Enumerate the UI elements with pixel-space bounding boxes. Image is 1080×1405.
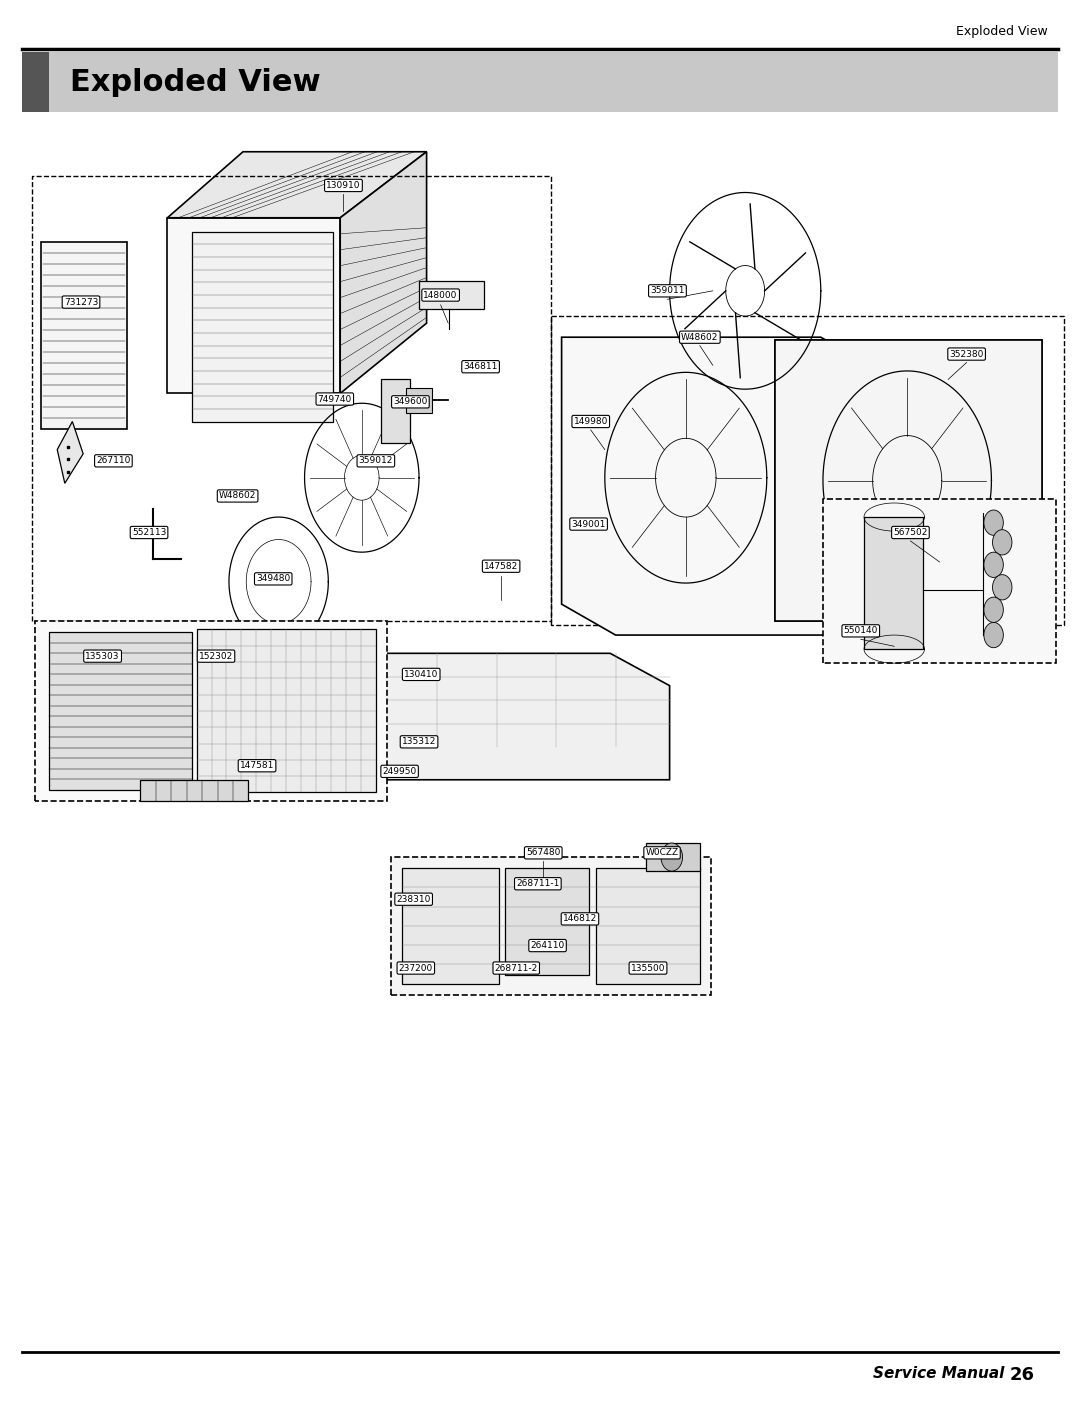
Polygon shape [402, 868, 499, 983]
Text: W48602: W48602 [681, 333, 718, 341]
Text: 26: 26 [1010, 1366, 1035, 1384]
Text: 349480: 349480 [256, 575, 291, 583]
Polygon shape [319, 653, 670, 780]
Text: W48602: W48602 [219, 492, 256, 500]
Polygon shape [140, 780, 248, 801]
FancyBboxPatch shape [22, 52, 1058, 112]
Text: 267110: 267110 [96, 457, 131, 465]
Polygon shape [562, 337, 875, 635]
FancyBboxPatch shape [22, 52, 49, 112]
Text: 146812: 146812 [563, 915, 597, 923]
Circle shape [984, 510, 1003, 535]
Text: 130410: 130410 [404, 670, 438, 679]
Polygon shape [823, 499, 1056, 663]
Text: 552113: 552113 [132, 528, 166, 537]
Circle shape [984, 622, 1003, 648]
Polygon shape [49, 632, 192, 790]
Circle shape [993, 575, 1012, 600]
Circle shape [984, 552, 1003, 577]
Polygon shape [35, 621, 387, 801]
Text: 237200: 237200 [399, 964, 433, 972]
Text: 130910: 130910 [326, 181, 361, 190]
Text: 264110: 264110 [530, 941, 565, 950]
Text: Exploded View: Exploded View [956, 25, 1048, 38]
Polygon shape [646, 843, 700, 871]
Text: 567502: 567502 [893, 528, 928, 537]
Polygon shape [167, 218, 340, 393]
Circle shape [993, 530, 1012, 555]
Text: 567480: 567480 [526, 849, 561, 857]
Polygon shape [391, 857, 711, 995]
Polygon shape [864, 517, 923, 649]
Polygon shape [775, 340, 1042, 621]
Text: 147581: 147581 [240, 762, 274, 770]
Polygon shape [505, 868, 589, 975]
Text: 349001: 349001 [571, 520, 606, 528]
Text: 550140: 550140 [843, 627, 878, 635]
Text: 152302: 152302 [199, 652, 233, 660]
Text: 268711-1: 268711-1 [516, 880, 559, 888]
Text: Service Manual: Service Manual [873, 1366, 1004, 1381]
Text: 148000: 148000 [423, 291, 458, 299]
Polygon shape [167, 152, 427, 218]
Text: 352380: 352380 [949, 350, 984, 358]
Text: 238310: 238310 [396, 895, 431, 903]
Polygon shape [775, 340, 1042, 621]
Polygon shape [419, 281, 484, 309]
Text: 749740: 749740 [318, 395, 352, 403]
Polygon shape [57, 422, 83, 483]
Text: 268711-2: 268711-2 [495, 964, 538, 972]
Text: 147582: 147582 [484, 562, 518, 570]
Polygon shape [197, 629, 376, 792]
Text: 346811: 346811 [463, 362, 498, 371]
Text: 349600: 349600 [393, 398, 428, 406]
Text: W0CZZ: W0CZZ [646, 849, 678, 857]
Text: 249950: 249950 [382, 767, 417, 776]
Polygon shape [596, 868, 700, 983]
Text: 135500: 135500 [631, 964, 665, 972]
Text: 359012: 359012 [359, 457, 393, 465]
Text: 135303: 135303 [85, 652, 120, 660]
Text: 135312: 135312 [402, 738, 436, 746]
Text: Exploded View: Exploded View [70, 67, 321, 97]
Polygon shape [192, 232, 333, 422]
Text: 731273: 731273 [64, 298, 98, 306]
FancyBboxPatch shape [406, 388, 432, 413]
Text: 149980: 149980 [573, 417, 608, 426]
Text: 359011: 359011 [650, 287, 685, 295]
Polygon shape [340, 152, 427, 393]
Polygon shape [41, 242, 127, 429]
Circle shape [661, 843, 683, 871]
Polygon shape [381, 379, 410, 443]
Circle shape [984, 597, 1003, 622]
